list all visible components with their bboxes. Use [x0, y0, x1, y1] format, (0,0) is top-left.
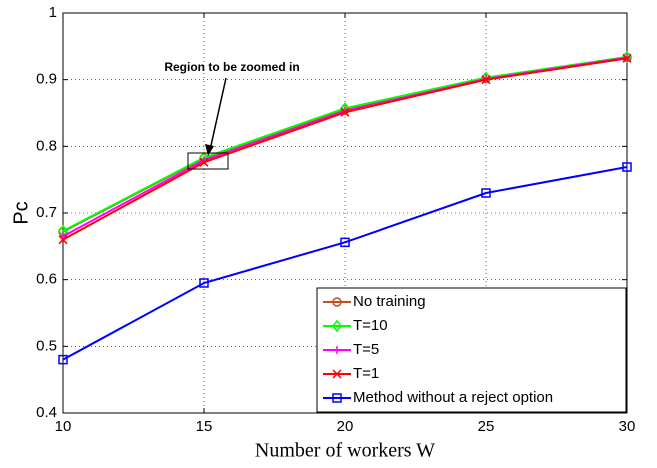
legend-label: T=10	[353, 317, 388, 334]
marker	[340, 237, 350, 248]
y-tick-label: 0.9	[36, 71, 57, 88]
x-tick-label: 30	[619, 418, 636, 435]
annotation: Region to be zoomed in	[164, 60, 299, 74]
axes-box	[62, 12, 628, 414]
marker	[340, 107, 350, 117]
legend-label: No training	[353, 293, 426, 310]
annotation-arrowhead	[205, 144, 214, 156]
marker	[58, 235, 68, 245]
legend-label: Method without a reject option	[353, 389, 553, 406]
y-tick-label: 1	[49, 4, 57, 21]
marker	[622, 53, 632, 63]
x-axis-label: Number of workers W	[255, 440, 435, 462]
legend-label: T=5	[353, 341, 379, 358]
marker	[58, 354, 68, 365]
x-tick-label: 15	[196, 418, 213, 435]
marker	[481, 188, 491, 198]
legend-marker	[332, 297, 342, 307]
y-tick-label: 0.4	[36, 404, 57, 421]
marker	[199, 157, 209, 167]
legend-marker	[332, 319, 342, 333]
y-tick-label: 0.8	[36, 137, 57, 154]
x-tick-label: 20	[337, 418, 354, 435]
y-tick-label: 0.6	[36, 271, 57, 288]
legend-box	[316, 287, 627, 413]
x-tick-label: 25	[478, 418, 495, 435]
annotation-arrow	[209, 77, 227, 151]
legend-marker	[332, 369, 342, 379]
legend-marker	[332, 393, 342, 403]
y-tick-label: 0.7	[36, 204, 57, 221]
marker	[622, 162, 632, 172]
x-tick-label: 10	[55, 418, 72, 435]
y-tick-label: 0.5	[36, 337, 57, 354]
marker	[199, 278, 209, 288]
legend-marker	[333, 346, 341, 354]
y-axis-label: Pc	[10, 201, 32, 224]
series-line	[62, 166, 628, 361]
marker	[481, 75, 491, 85]
legend-label: T=1	[353, 365, 379, 382]
